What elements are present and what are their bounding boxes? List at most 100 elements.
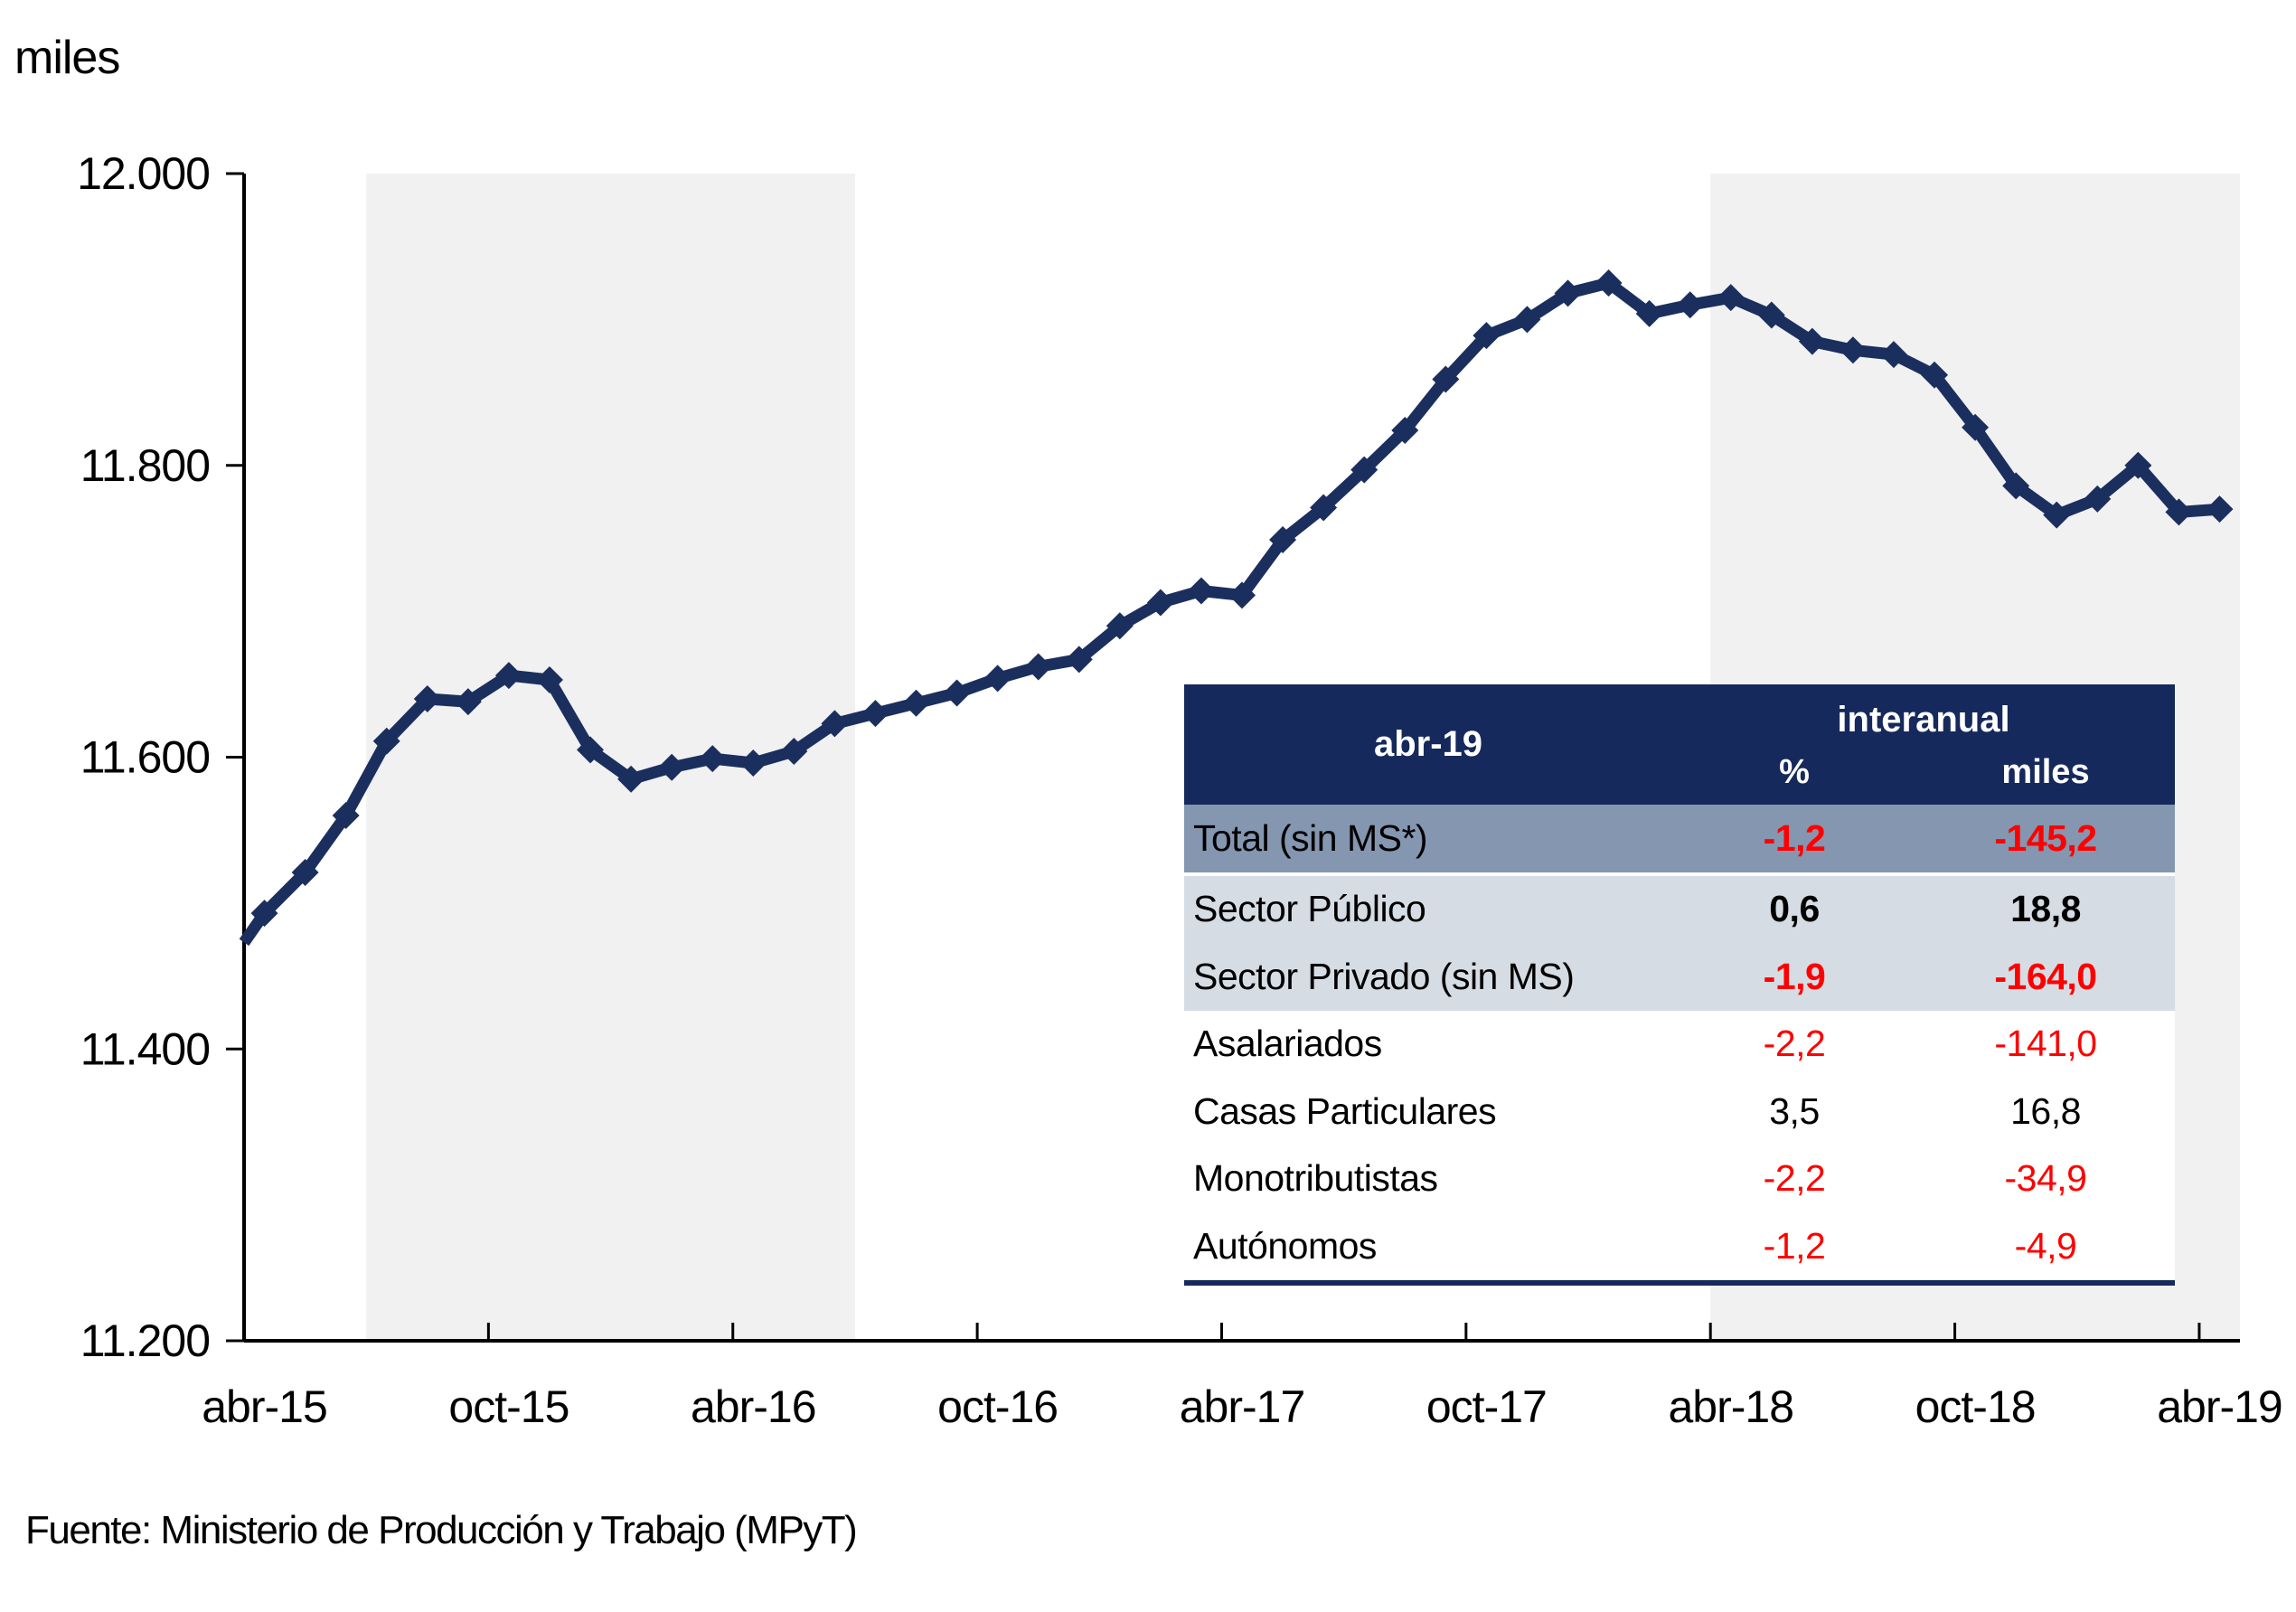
data-point-marker <box>821 710 849 738</box>
data-point-marker <box>250 900 278 928</box>
data-point-marker <box>658 753 686 781</box>
x-axis-tick-label: abr-19 <box>2157 1381 2282 1432</box>
row-miles-value: -164,0 <box>1994 955 2097 997</box>
table-body: Total (sin MS*) -1,2 -145,2 Sector Públi… <box>1184 805 2175 1280</box>
row-pct-value: -2,2 <box>1763 1023 1826 1065</box>
data-point-marker <box>1757 301 1785 329</box>
data-point-marker <box>1269 526 1297 554</box>
data-point-marker <box>291 858 319 886</box>
data-point-marker <box>699 745 727 773</box>
data-point-marker <box>1473 322 1501 350</box>
table-row: Autónomos -1,2 -4,9 <box>1184 1212 2175 1280</box>
table-row: Sector Privado (sin MS) -1,9 -164,0 <box>1184 943 2175 1011</box>
row-miles-value: 18,8 <box>2010 888 2081 930</box>
table-header-period: abr-19 <box>1373 724 1483 764</box>
data-point-marker <box>2043 501 2071 529</box>
table-header-pct: % <box>1779 753 1810 791</box>
table-bottom-border <box>1184 1279 2175 1286</box>
x-axis-tick-label: abr-15 <box>202 1381 327 1432</box>
y-axis-tick-label: 11.600 <box>80 732 210 783</box>
data-point-marker <box>1717 284 1745 312</box>
x-axis-tick-label: oct-15 <box>448 1381 569 1432</box>
row-label: Monotributistas <box>1193 1157 1438 1200</box>
table-row: Casas Particulares 3,5 16,8 <box>1184 1078 2175 1145</box>
table-header-interanual: interanual <box>1837 700 2010 740</box>
x-axis-tick-label: abr-18 <box>1668 1381 1793 1432</box>
data-point-marker <box>1676 291 1704 319</box>
table-row: Asalariados -2,2 -141,0 <box>1184 1010 2175 1078</box>
row-miles-value: -4,9 <box>2014 1224 2077 1267</box>
row-label: Sector Público <box>1193 888 1426 930</box>
data-point-marker <box>454 688 482 716</box>
x-axis-tick-label: abr-17 <box>1180 1381 1305 1432</box>
row-label: Asalariados <box>1193 1023 1382 1065</box>
data-point-marker <box>2206 495 2234 523</box>
row-label: Casas Particulares <box>1193 1089 1497 1132</box>
interannual-summary-table: abr-19 interanual % miles Total (sin MS*… <box>1184 684 2175 1286</box>
source-note: Fuente: Ministerio de Producción y Traba… <box>25 1508 858 1552</box>
y-axis-tick-label: 12.000 <box>77 148 210 199</box>
data-point-marker <box>943 679 971 707</box>
x-axis-tick-label: abr-16 <box>691 1381 816 1432</box>
table-row: Sector Público 0,6 18,8 <box>1184 875 2175 943</box>
data-point-marker <box>1879 341 1907 369</box>
data-point-marker <box>1391 417 1419 445</box>
row-pct-value: -2,2 <box>1763 1157 1826 1200</box>
data-point-marker <box>1228 581 1256 609</box>
data-point-marker <box>577 736 605 764</box>
row-label: Total (sin MS*) <box>1193 816 1428 859</box>
row-miles-value: -141,0 <box>1994 1023 2097 1065</box>
table-header-group-cell: interanual % miles <box>1672 684 2175 805</box>
data-point-marker <box>494 662 522 690</box>
x-axis-tick-label: oct-16 <box>937 1381 1058 1432</box>
y-axis-unit-label: miles <box>14 32 120 84</box>
x-axis-tick-label: oct-17 <box>1426 1381 1547 1432</box>
data-point-marker <box>1187 577 1215 605</box>
data-point-marker <box>1432 365 1460 393</box>
data-point-marker <box>780 738 808 766</box>
data-point-marker <box>1350 456 1379 484</box>
data-point-marker <box>1554 279 1582 307</box>
row-miles-value: 16,8 <box>2010 1089 2081 1132</box>
data-point-marker <box>983 665 1012 693</box>
row-pct-value: -1,9 <box>1763 955 1826 997</box>
row-pct-value: -1,2 <box>1763 1224 1826 1267</box>
data-point-marker <box>902 689 930 717</box>
data-point-marker <box>1065 646 1093 674</box>
y-axis-tick-label: 11.800 <box>80 440 210 491</box>
row-pct-value: 3,5 <box>1769 1089 1820 1132</box>
data-point-marker <box>2002 472 2030 500</box>
data-point-marker <box>861 700 889 728</box>
data-point-marker <box>1921 361 1949 389</box>
table-row: Monotributistas -2,2 -34,9 <box>1184 1145 2175 1212</box>
y-axis-tick-label: 11.400 <box>80 1023 210 1074</box>
data-point-marker <box>1839 336 1867 364</box>
data-point-marker <box>1962 413 1990 441</box>
row-pct-value: 0,6 <box>1769 888 1820 930</box>
row-miles-value: -145,2 <box>1994 816 2097 859</box>
row-pct-value: -1,2 <box>1763 816 1826 859</box>
data-point-marker <box>1146 589 1174 617</box>
row-miles-value: -34,9 <box>2004 1157 2087 1200</box>
data-point-marker <box>1595 269 1623 297</box>
data-point-marker <box>1106 612 1134 640</box>
y-axis-tick-label: 11.200 <box>80 1315 210 1366</box>
data-point-marker <box>1635 299 1663 327</box>
data-point-marker <box>1513 306 1541 334</box>
data-point-marker <box>1310 494 1338 522</box>
data-point-marker <box>2165 498 2193 526</box>
table-header-miles: miles <box>2001 753 2090 791</box>
table-row: Total (sin MS*) -1,2 -145,2 <box>1184 805 2175 876</box>
data-point-marker <box>739 749 767 777</box>
data-point-marker <box>332 802 360 830</box>
row-label: Autónomos <box>1193 1224 1377 1267</box>
data-point-marker <box>2124 451 2152 479</box>
data-point-marker <box>535 665 563 693</box>
data-point-marker <box>372 727 400 755</box>
table-header: abr-19 interanual % miles <box>1184 684 2175 805</box>
data-point-marker <box>413 684 441 712</box>
data-point-marker <box>1024 653 1052 681</box>
x-axis-tick-label: oct-18 <box>1915 1381 2036 1432</box>
data-point-marker <box>617 765 645 793</box>
